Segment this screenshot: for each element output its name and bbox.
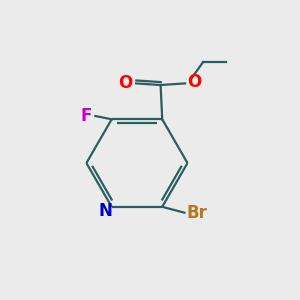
Text: Br: Br: [186, 204, 207, 222]
Text: F: F: [80, 107, 92, 125]
Text: O: O: [118, 74, 132, 92]
Text: N: N: [99, 202, 113, 220]
Text: O: O: [187, 73, 202, 91]
